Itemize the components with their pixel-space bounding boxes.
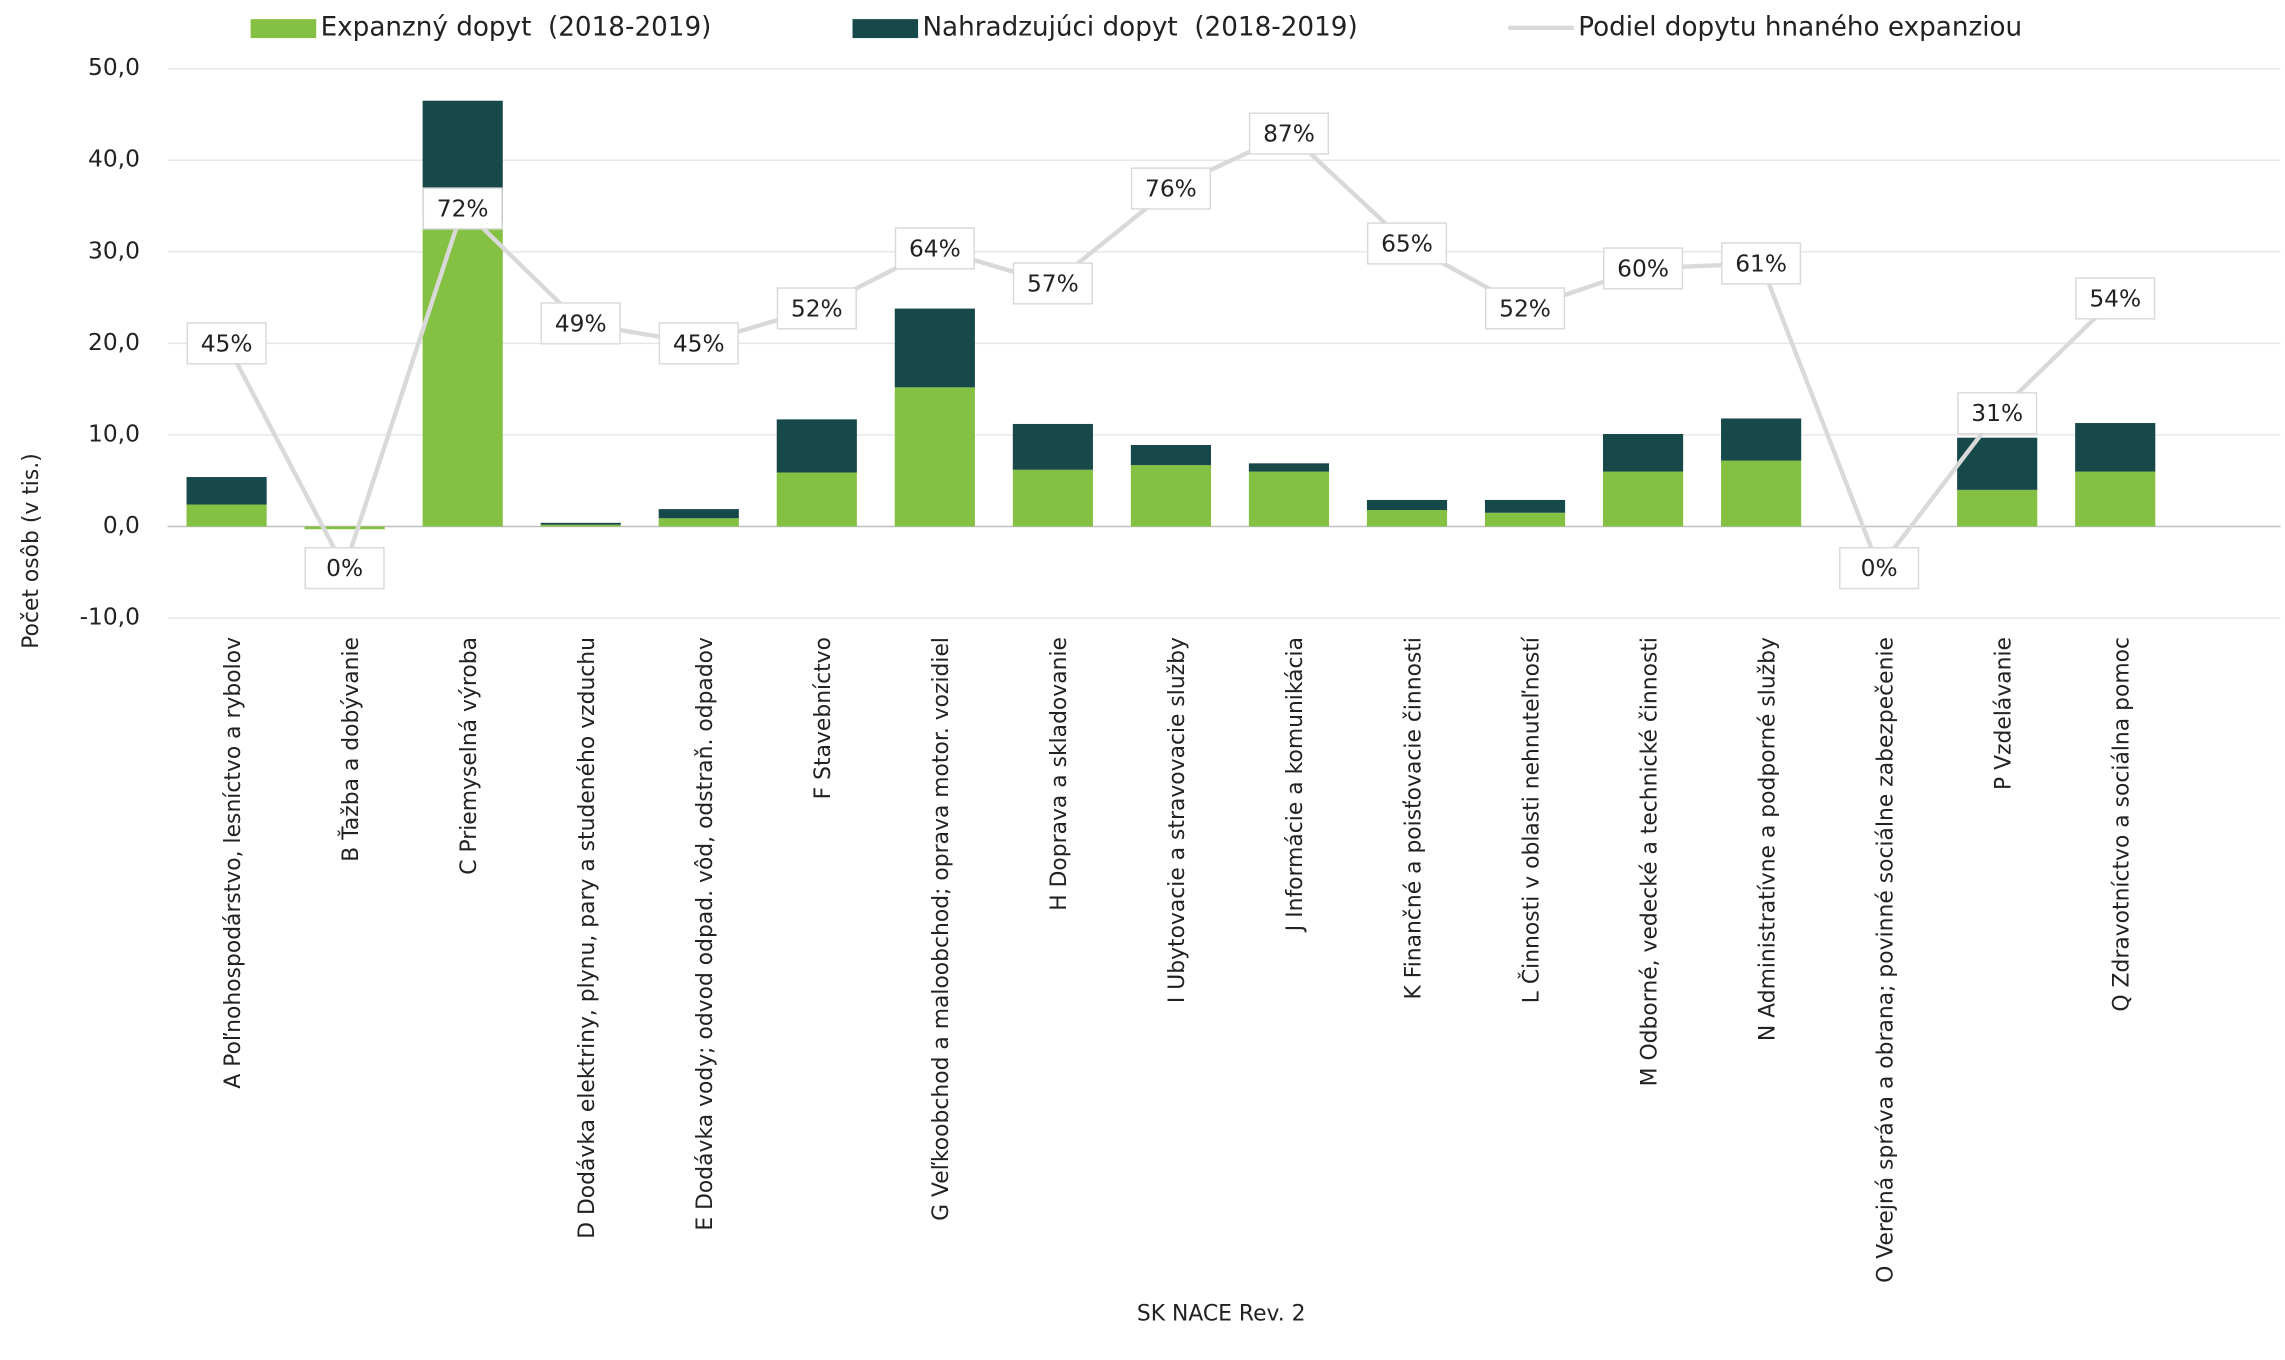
x-tick-label: I Ubytovacie a stravovacie služby: [1165, 637, 1190, 1003]
bar: [540, 524, 621, 527]
x-tick-label: G Veľkoobchod a maloobchod; oprava motor…: [929, 637, 954, 1221]
label-box: [1839, 546, 1920, 590]
bar: [1602, 471, 1684, 527]
label-box: [422, 187, 503, 230]
bar: [1366, 510, 1448, 527]
legend-swatch: [852, 19, 919, 39]
data-label: 64%: [909, 235, 961, 262]
x-tick-label: Q Zdravotníctvo a sociálna pomoc: [2110, 637, 2135, 1012]
label-box: [540, 302, 621, 345]
data-label: 52%: [1499, 295, 1551, 322]
bar: [1248, 471, 1330, 527]
label-box: [1130, 167, 1211, 210]
bar: [1484, 512, 1566, 527]
x-tick-label: A Poľnohospodárstvo, lesníctvo a rybolov: [221, 637, 246, 1089]
y-tick-label: -10,0: [80, 604, 140, 631]
x-tick-label: B Ťažba a dobývanie: [338, 637, 364, 862]
bar: [1012, 469, 1093, 527]
y-tick-label: 30,0: [88, 237, 140, 264]
bar: [1721, 460, 1802, 527]
x-tick-label: D Dodávka elektriny, plynu, pary a stude…: [575, 637, 600, 1239]
bar: [1130, 445, 1211, 466]
y-tick-label: 10,0: [88, 420, 140, 447]
bar: [894, 308, 975, 388]
x-tick-label: M Odborné, vedecké a technické činnosti: [1637, 637, 1662, 1086]
legend-label: Nahradzujúci dopyt (2018-2019): [922, 12, 1357, 42]
bar: [658, 509, 739, 519]
data-label: 0%: [326, 555, 363, 582]
label-box: [186, 322, 267, 365]
data-label: 0%: [1861, 555, 1898, 582]
label-box: [894, 227, 975, 270]
x-tick-label: K Finančné a poisťovacie činnosti: [1401, 637, 1426, 999]
label-box: [1721, 242, 1802, 285]
legend-swatch: [250, 19, 317, 39]
data-label: 52%: [791, 295, 843, 322]
data-label: 31%: [1971, 400, 2023, 427]
x-axis-label: SK NACE Rev. 2: [1137, 1302, 1306, 1327]
x-tick-label: C Priemyselná výroba: [457, 637, 482, 875]
x-tick-label: O Verejná správa a obrana; povinné sociá…: [1873, 637, 1898, 1283]
bar: [776, 472, 857, 527]
bar: [776, 419, 857, 473]
bar: [2075, 423, 2156, 472]
bar: [1248, 463, 1330, 472]
bar: [1602, 434, 1684, 472]
label-box: [1366, 222, 1448, 265]
label-box: [1602, 247, 1684, 290]
bar: [186, 504, 267, 527]
bar: [540, 522, 621, 525]
bar: [186, 477, 267, 505]
y-tick-label: 40,0: [88, 146, 140, 173]
label-box: [1248, 112, 1330, 155]
y-tick-label: 0,0: [103, 512, 140, 539]
bar: [1012, 423, 1093, 470]
x-tick-label: E Dodávka vody; odvod odpad. vôd, odstra…: [693, 637, 718, 1231]
data-label: 54%: [2089, 285, 2141, 312]
legend-label: Expanzný dopyt (2018-2019): [321, 12, 712, 42]
label-box: [1012, 262, 1093, 305]
x-tick-label: H Doprava a skladovanie: [1047, 637, 1072, 911]
x-tick-label: N Administratívne a podporné služby: [1755, 637, 1780, 1041]
label-box: [2075, 277, 2156, 320]
bar: [2075, 471, 2156, 527]
data-label: 76%: [1145, 175, 1197, 202]
bar: [1366, 499, 1448, 511]
label-box: [658, 322, 739, 365]
x-tick-label: F Stavebníctvo: [811, 637, 836, 799]
data-label: 49%: [555, 310, 607, 337]
x-tick-label: J Informácie a komunikácia: [1283, 637, 1308, 933]
data-label: 60%: [1617, 255, 1669, 282]
bar: [894, 387, 975, 527]
bar: [304, 526, 385, 530]
data-label: 72%: [437, 195, 489, 222]
data-label: 45%: [201, 330, 253, 357]
label-box: [1484, 287, 1566, 330]
x-tick-label: L Činnosti v oblasti nehnuteľností: [1518, 636, 1544, 1003]
data-label: 65%: [1381, 230, 1433, 257]
bar: [1957, 489, 2038, 527]
bar: [658, 518, 739, 527]
bar: [422, 219, 503, 527]
data-label: 57%: [1027, 270, 1079, 297]
y-tick-label: 20,0: [88, 329, 140, 356]
bar: [1721, 418, 1802, 461]
label-box: [1957, 392, 2038, 435]
x-tick-label: P Vzdelávanie: [1991, 637, 2016, 790]
data-label: 87%: [1263, 121, 1315, 148]
label-box: [304, 546, 385, 590]
label-box: [776, 287, 857, 330]
data-label: 61%: [1735, 250, 1787, 277]
y-tick-label: 50,0: [88, 54, 140, 81]
bar: [1957, 437, 2038, 490]
bar: [1130, 465, 1211, 527]
bar: [1484, 499, 1566, 513]
legend-label: Podiel dopytu hnaného expanziou: [1578, 12, 2022, 42]
data-label: 45%: [673, 330, 725, 357]
y-axis-label: Počet osôb (v tis.): [19, 453, 44, 649]
